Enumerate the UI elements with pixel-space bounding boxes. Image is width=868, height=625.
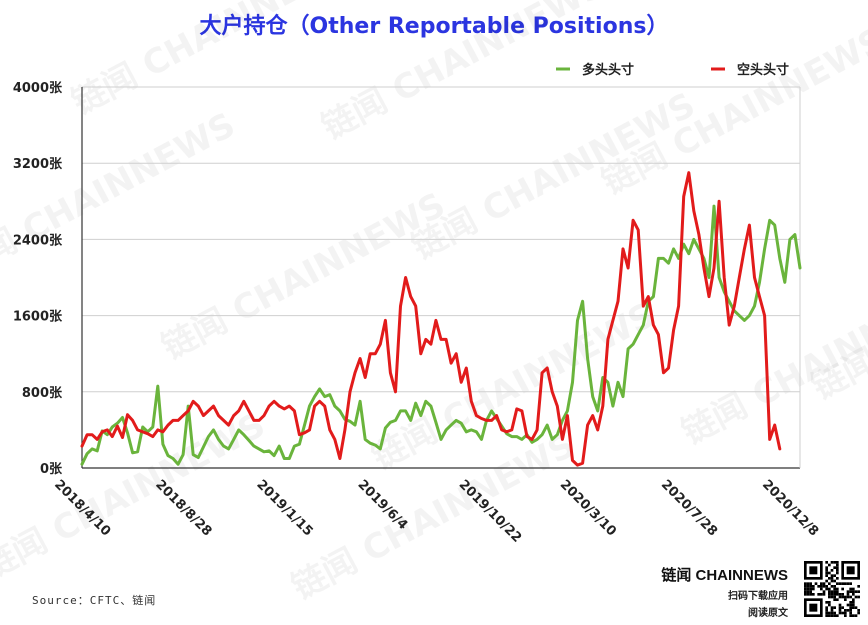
brand-block: 链闻 CHAINNEWS 扫码下载应用 阅读原文 <box>640 564 788 619</box>
series-lines <box>80 171 802 467</box>
watermark-text: 链闻 CHAINNEWS <box>0 405 272 588</box>
y-tick-label: 0张 <box>40 462 63 477</box>
y-axis-ticks: 0张 800张 1600张 2400张 3200张 4000张 <box>13 81 63 477</box>
chart-title: 大户持仓（Other Reportable Positions） <box>199 14 669 39</box>
x-tick-label: 2020/12/8 <box>759 477 821 539</box>
watermark-text: 链闻 CHAINNEWS <box>155 185 451 368</box>
legend-label: 空头头寸 <box>737 62 789 78</box>
source-note: Source：CFTC、链闻 <box>32 594 157 607</box>
brand-name: 链闻 CHAINNEWS <box>661 567 788 584</box>
watermark-text: 链闻 CHAINNEWS <box>0 105 242 288</box>
watermark-text: 链闻 CHAINNEWS <box>805 225 868 408</box>
watermark-layer: 链闻 CHAINNEWS链闻 CHAINNEWS链闻 CHAINNEWS链闻 C… <box>0 0 868 608</box>
x-tick-label: 2020/7/28 <box>658 477 720 539</box>
series-line-short <box>80 171 782 467</box>
y-tick-label: 800张 <box>22 386 63 401</box>
y-tick-label: 1600张 <box>13 310 63 325</box>
y-tick-label: 2400张 <box>13 233 63 248</box>
y-tick-label: 4000张 <box>13 81 63 96</box>
watermark-text: 链闻 CHAINNEWS <box>65 0 361 123</box>
watermark-text: 链闻 CHAINNEWS <box>285 425 581 608</box>
legend: 多头头寸 空头头寸 <box>556 62 789 78</box>
x-tick-label: 2020/3/10 <box>557 477 619 539</box>
brand-read-text: 阅读原文 <box>748 608 788 619</box>
qr-code-icon[interactable] <box>804 561 860 617</box>
legend-label: 多头头寸 <box>582 62 634 78</box>
plot-frame <box>81 87 801 469</box>
watermark-text: 链闻 CHAINNEWS <box>315 0 611 148</box>
y-tick-label: 3200张 <box>13 157 63 172</box>
brand-download-text: 扫码下载应用 <box>728 591 788 602</box>
x-tick-label: 2019/1/15 <box>253 477 315 539</box>
